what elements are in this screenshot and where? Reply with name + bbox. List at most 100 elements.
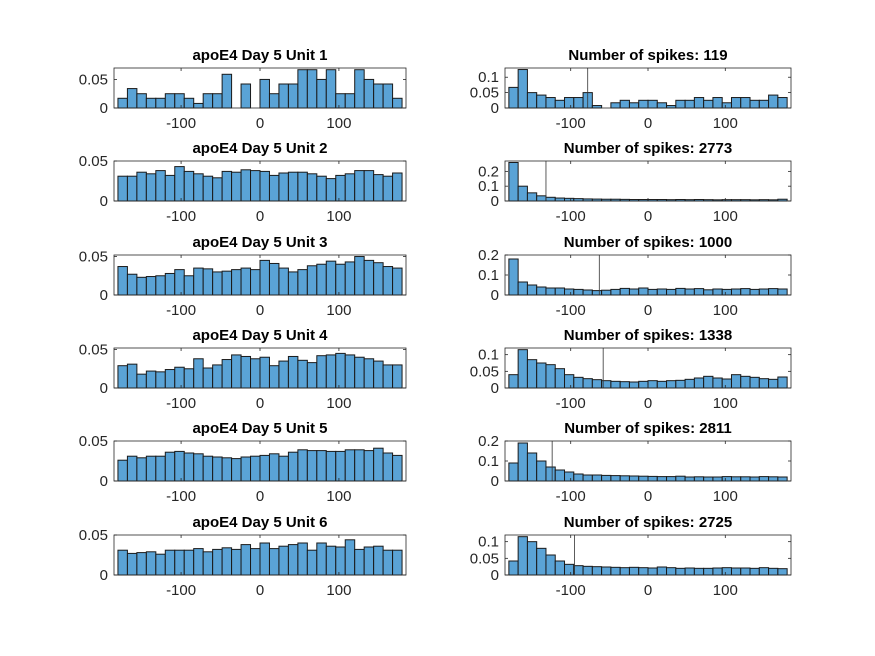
histogram-bar	[610, 566, 621, 576]
histogram-bar	[693, 476, 705, 482]
histogram-bar	[508, 462, 519, 482]
subplot-11: -100 0 100 0 0.05 apoE4 Day 5 Unit 6	[79, 514, 407, 599]
histogram-bar	[564, 471, 575, 482]
y-tick-label: 0.1	[478, 267, 499, 284]
histogram-bar	[354, 449, 365, 482]
histogram-bar	[174, 93, 185, 109]
x-tick-label: -100	[556, 302, 586, 319]
histogram-bar	[287, 271, 299, 296]
histogram-bar	[344, 261, 356, 296]
histogram-bar	[545, 97, 556, 109]
histogram-bar	[373, 545, 384, 576]
subplot-title: apoE4 Day 5 Unit 6	[192, 514, 327, 531]
histogram-bar	[335, 450, 346, 482]
subplot-title: apoE4 Day 5 Unit 4	[192, 327, 328, 344]
histogram-bar	[392, 549, 403, 576]
histogram-bar	[675, 99, 686, 109]
histogram-bar	[619, 381, 630, 389]
histogram-bar	[758, 378, 770, 389]
histogram-bar	[268, 174, 280, 202]
histogram-bar	[278, 545, 289, 576]
histogram-bar	[183, 368, 195, 389]
histogram-bar	[363, 170, 375, 202]
histogram-bar	[740, 567, 751, 576]
x-tick-label: 100	[326, 582, 351, 599]
histogram-bar	[684, 567, 695, 576]
histogram-bar	[344, 93, 356, 109]
histogram-bar	[684, 99, 695, 109]
histogram-bar	[297, 542, 308, 576]
histogram-bar	[278, 360, 289, 389]
histogram-bar	[777, 476, 788, 482]
histogram-bar	[325, 69, 337, 109]
histogram-bar	[212, 93, 223, 109]
histogram-bar	[221, 547, 233, 576]
histogram-bar	[610, 475, 621, 482]
histogram-bar	[354, 69, 365, 109]
histogram-bar	[325, 260, 337, 296]
subplot-title: Number of spikes: 2773	[564, 140, 732, 157]
histogram-bar	[117, 459, 128, 482]
histogram-bar	[268, 548, 280, 576]
histogram-bar	[316, 175, 327, 202]
y-tick-label: 0.05	[79, 527, 108, 544]
histogram-bar	[619, 567, 630, 576]
histogram-bar	[703, 476, 714, 482]
histogram-bar	[117, 97, 128, 109]
x-tick-label: 0	[256, 115, 264, 132]
histogram-bar	[712, 567, 723, 576]
x-tick-label: 100	[713, 302, 738, 319]
histogram-bar	[193, 548, 204, 576]
histogram-bar	[647, 288, 658, 296]
histogram-bar	[373, 262, 384, 296]
histogram-bar	[758, 99, 770, 109]
y-tick-label: 0.05	[470, 363, 499, 380]
x-tick-label: 100	[326, 488, 351, 505]
x-tick-label: 100	[713, 115, 738, 132]
histogram-bar	[221, 457, 233, 482]
histogram-bar	[278, 172, 289, 202]
subplot-title: Number of spikes: 2725	[564, 514, 732, 531]
histogram-bar	[768, 94, 779, 109]
histogram-bar	[382, 175, 394, 202]
histogram-bar	[777, 97, 788, 109]
histogram-bar	[325, 178, 337, 202]
y-tick-label: 0	[100, 193, 108, 210]
histogram-bar	[259, 259, 270, 296]
y-tick-label: 0.05	[79, 153, 108, 170]
y-tick-label: 0	[100, 473, 108, 490]
histogram-bar	[545, 554, 556, 576]
histogram-bar	[231, 548, 242, 576]
histogram-bar	[193, 267, 204, 296]
histogram-bar	[675, 475, 686, 482]
histogram-bar	[325, 354, 337, 389]
histogram-bar	[183, 452, 195, 482]
histogram-bar	[703, 289, 714, 296]
x-tick-label: -100	[556, 395, 586, 412]
histogram-bar	[259, 454, 270, 482]
histogram-bar	[777, 288, 788, 296]
histogram-bar	[526, 284, 538, 296]
histogram-bar	[536, 195, 547, 202]
histogram-bar	[526, 541, 538, 576]
histogram-bar	[202, 367, 214, 389]
histogram-bar	[638, 567, 649, 576]
histogram-bar	[768, 288, 779, 296]
histogram-bar	[749, 288, 760, 296]
histogram-bar	[145, 173, 157, 202]
histogram-bar	[684, 476, 695, 482]
subplot-10: -100 0 100 0 0.1 0.2 Number of spikes: 2811	[478, 420, 792, 505]
histogram-bar	[221, 359, 233, 389]
histogram-bar	[363, 546, 375, 576]
histogram-bar	[221, 170, 233, 202]
histogram-bar	[554, 368, 566, 389]
x-tick-label: -100	[556, 488, 586, 505]
histogram-bar	[554, 287, 566, 296]
histogram-bar	[325, 450, 337, 482]
histogram-bar	[117, 549, 128, 576]
x-tick-label: 100	[713, 395, 738, 412]
histogram-bar	[136, 276, 147, 296]
y-tick-label: 0.1	[478, 453, 499, 470]
histogram-bar	[316, 355, 327, 389]
histogram-bar	[554, 99, 566, 109]
